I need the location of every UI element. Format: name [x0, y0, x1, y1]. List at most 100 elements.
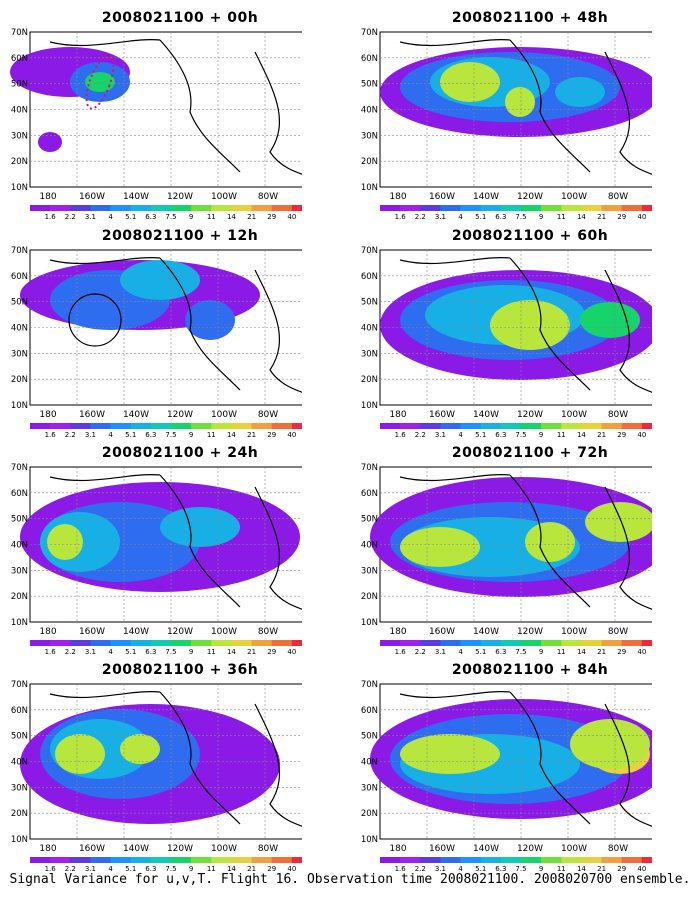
colorbar-swatch	[291, 640, 302, 646]
colorbar-label: 3.1	[85, 213, 96, 221]
variance-contour	[570, 719, 650, 769]
lon-tick-label: 180	[389, 410, 406, 420]
panel-title: 2008021100 + 24h	[101, 445, 259, 461]
colorbar-swatch	[30, 205, 51, 211]
colorbar-label: 6.3	[145, 213, 156, 221]
colorbar-swatch	[400, 423, 421, 429]
colorbar-swatch	[191, 640, 212, 646]
lat-tick-label: 10N	[11, 618, 28, 628]
colorbar-label: 3.1	[85, 648, 96, 656]
colorbar-swatch	[460, 640, 482, 646]
map-panel: 2008021100 + 48h 70N 60N 50N 40N 30N 20N 10N 180…	[361, 10, 680, 221]
colorbar-label: 1.6	[395, 648, 407, 656]
colorbar-swatch	[561, 205, 582, 211]
lon-tick-label: 160W	[429, 844, 455, 854]
colorbar-label: 7.5	[515, 865, 526, 873]
colorbar-label: 29	[617, 865, 626, 873]
colorbar-swatch	[541, 205, 562, 211]
colorbar-label: 4	[458, 648, 463, 656]
colorbar-label: 40	[637, 431, 646, 439]
colorbar-swatch	[130, 205, 152, 211]
colorbar-label: 5.1	[125, 213, 136, 221]
variance-contour	[47, 524, 83, 560]
variance-contour	[160, 507, 240, 547]
map-panel: 2008021100 + 72h 70N 60N 50N 40N 30N 20N 10N 180…	[361, 445, 680, 656]
lat-tick-label: 40N	[11, 324, 28, 334]
colorbar-swatch	[130, 857, 152, 863]
lat-tick-label: 10N	[361, 618, 378, 628]
variance-contour	[400, 527, 480, 567]
lat-tick-label: 60N	[361, 706, 378, 716]
colorbar-swatch	[601, 205, 623, 211]
variance-contour	[120, 260, 200, 300]
colorbar-swatch	[191, 205, 212, 211]
lon-tick-label: 160W	[79, 192, 105, 202]
lat-tick-label: 30N	[11, 349, 28, 359]
colorbar-swatch	[271, 857, 293, 863]
lat-tick-label: 10N	[11, 401, 28, 411]
coastline	[49, 473, 302, 610]
colorbar-swatch	[521, 857, 542, 863]
colorbar-label: 2.2	[65, 648, 76, 656]
lon-tick-label: 180	[39, 192, 56, 202]
colorbar-swatch	[621, 640, 643, 646]
colorbar-label: 29	[617, 431, 626, 439]
colorbar-swatch	[251, 857, 273, 863]
colorbar-swatch	[130, 640, 152, 646]
lat-tick-label: 30N	[361, 131, 378, 141]
colorbar-swatch	[400, 857, 421, 863]
lon-tick-label: 100W	[561, 844, 587, 854]
colorbar-label: 5.1	[475, 865, 486, 873]
colorbar-label: 5.1	[125, 431, 136, 439]
colorbar-label: 9	[539, 431, 543, 439]
colorbar-swatch	[271, 423, 293, 429]
colorbar-swatch	[480, 857, 502, 863]
map-plot: 70N 60N 50N 40N 30N 20N 10N 180 160W 140W 120W 100W…	[361, 28, 652, 221]
colorbar-label: 3.1	[85, 431, 96, 439]
colorbar-swatch	[211, 640, 232, 646]
colorbar-swatch	[271, 640, 293, 646]
colorbar-swatch	[251, 205, 273, 211]
map-plot: 70N 60N 50N 40N 30N 20N 10N 180 160W 140W 120W 100W…	[361, 246, 652, 439]
lat-tick-label: 60N	[361, 272, 378, 282]
colorbar-label: 11	[557, 865, 566, 873]
lat-tick-label: 20N	[11, 157, 28, 167]
colorbar-swatch	[641, 857, 652, 863]
colorbar-swatch	[621, 857, 643, 863]
map-plot: 70N 60N 50N 40N 30N 20N 10N 180 160W 140W 120W 100W…	[11, 680, 302, 873]
lon-tick-label: 180	[389, 844, 406, 854]
colorbar-swatch	[581, 205, 602, 211]
colorbar-swatch	[521, 423, 542, 429]
lon-tick-label: 180	[39, 844, 56, 854]
colorbar-swatch	[541, 857, 562, 863]
lon-tick-label: 140W	[123, 192, 149, 202]
flight-track	[85, 54, 115, 110]
lon-tick-label: 100W	[211, 192, 237, 202]
map-panel: 2008021100 + 12h 70N 60N 50N 40N 30N 20N 10N 180…	[11, 228, 330, 439]
colorbar-swatch	[150, 857, 172, 863]
colorbar-label: 11	[557, 648, 566, 656]
map-plot: 70N 60N 50N 40N 30N 20N 10N 180 160W 140W 120W 100W…	[361, 463, 652, 656]
colorbar-swatch	[641, 423, 652, 429]
colorbar-label: 11	[557, 431, 566, 439]
colorbar-label: 4	[108, 865, 113, 873]
colorbar-swatch	[251, 423, 273, 429]
map-panel: 2008021100 + 60h 70N 60N 50N 40N 30N 20N 10N 180…	[361, 228, 680, 439]
colorbar-label: 9	[189, 865, 193, 873]
colorbar-swatch	[581, 423, 602, 429]
lat-tick-label: 70N	[11, 463, 28, 473]
lat-tick-label: 30N	[361, 349, 378, 359]
colorbar-label: 4	[108, 648, 113, 656]
colorbar-swatch	[420, 857, 441, 863]
lat-tick-label: 30N	[11, 783, 28, 793]
colorbar-swatch	[561, 640, 582, 646]
colorbar-label: 7.5	[165, 865, 176, 873]
panel-title: 2008021100 + 12h	[101, 228, 259, 244]
colorbar-label: 1.6	[395, 213, 407, 221]
colorbar-label: 2.2	[65, 431, 76, 439]
colorbar-label: 5.1	[125, 648, 136, 656]
colorbar-swatch	[90, 423, 111, 429]
colorbar-swatch	[90, 205, 111, 211]
lat-tick-label: 70N	[11, 28, 28, 38]
variance-contour	[585, 502, 652, 542]
